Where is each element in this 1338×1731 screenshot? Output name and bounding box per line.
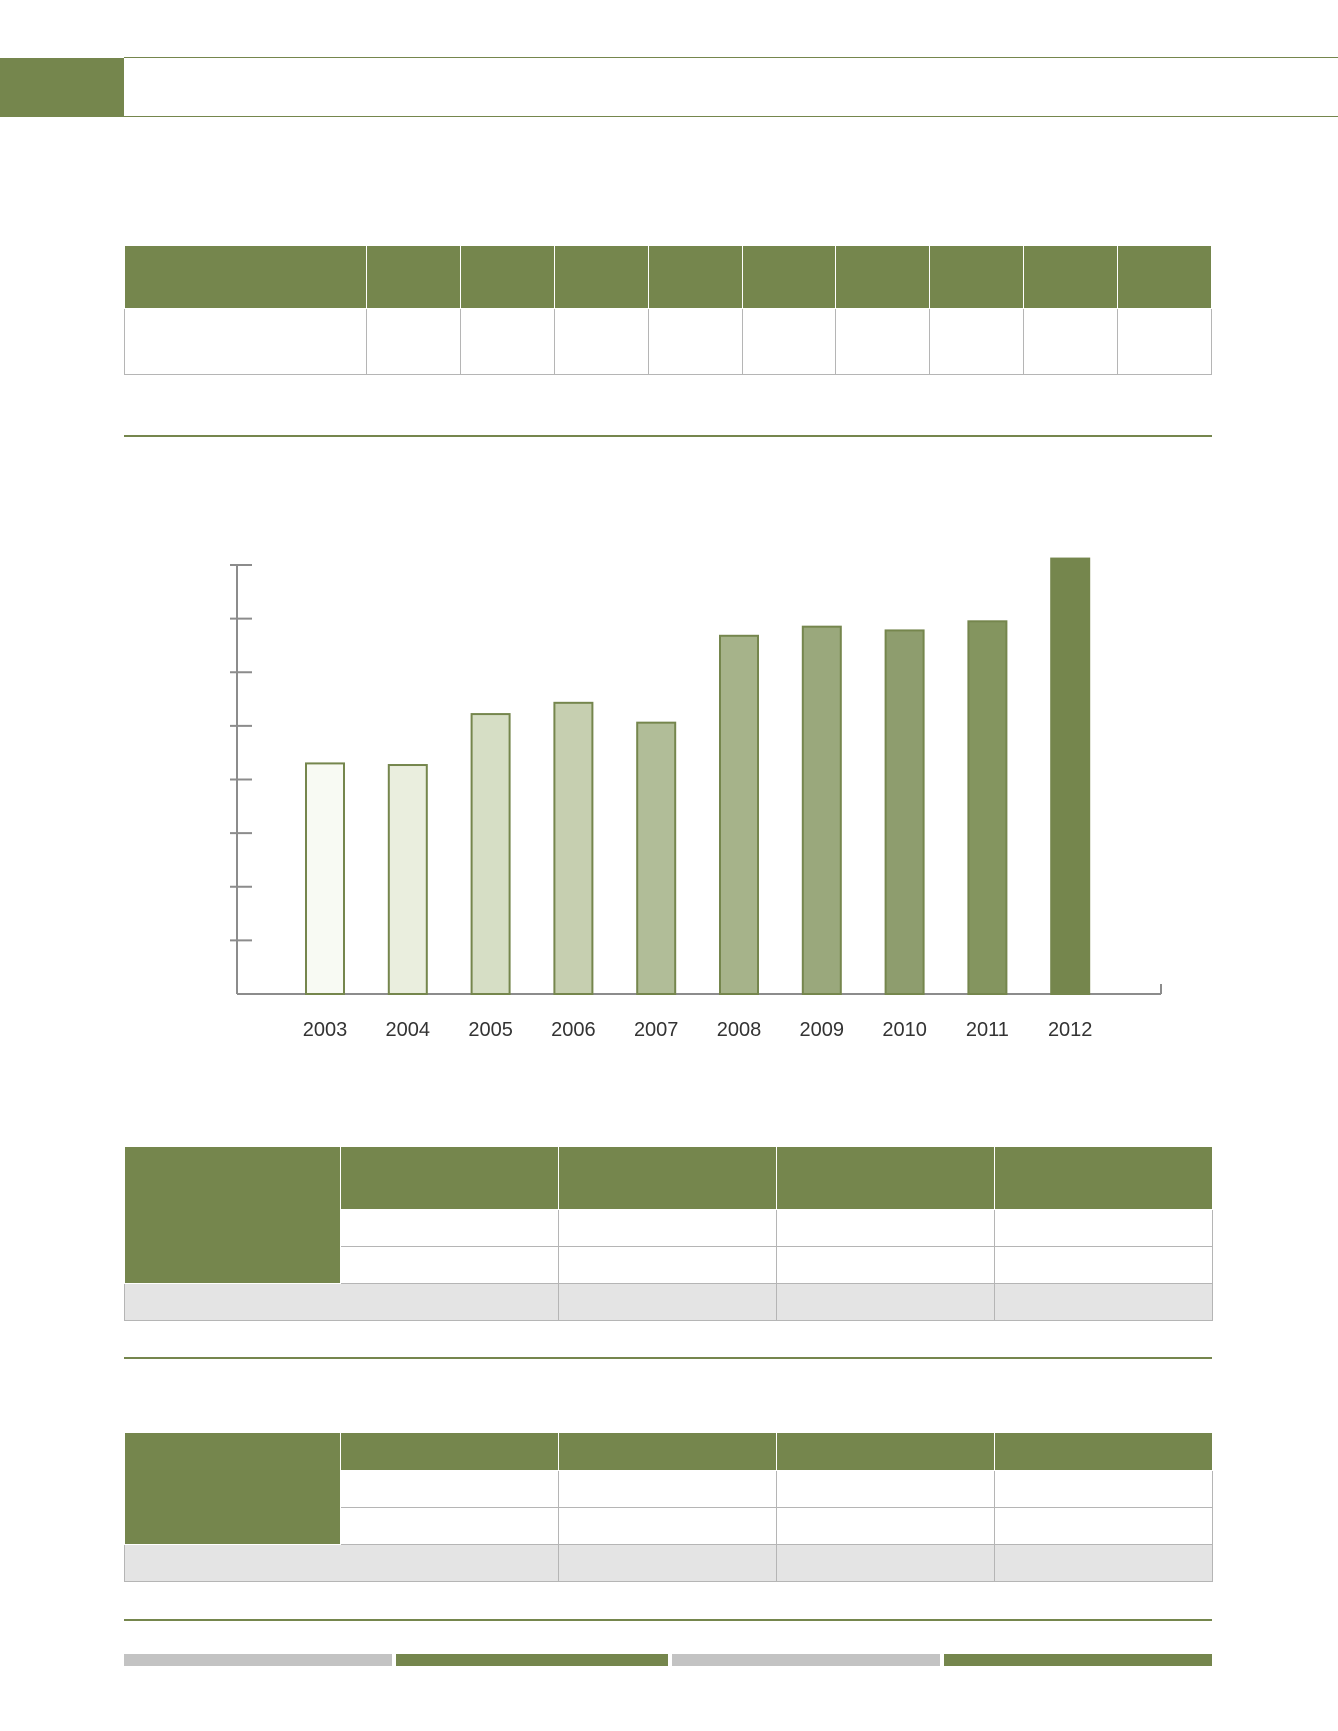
table-cell xyxy=(994,1470,1213,1508)
x-tick-label: 2005 xyxy=(468,1019,513,1041)
x-tick-label: 2012 xyxy=(1048,1019,1093,1041)
table-cell xyxy=(124,1283,559,1321)
table-header-cell xyxy=(1117,245,1212,309)
table-header-cell xyxy=(835,245,931,309)
table-cell xyxy=(1117,308,1212,375)
table-total-row xyxy=(124,1544,1213,1582)
chart-axes xyxy=(230,564,1162,995)
bar-2012 xyxy=(1050,557,1091,995)
x-tick-label: 2010 xyxy=(882,1019,927,1041)
table-cell xyxy=(558,1544,777,1582)
table-header-cell xyxy=(1023,245,1119,309)
table-cell xyxy=(929,308,1025,375)
table-cell xyxy=(558,1470,777,1508)
footer-bar-2 xyxy=(396,1654,668,1666)
x-tick-label: 2006 xyxy=(551,1019,596,1041)
table-cell xyxy=(776,1209,995,1247)
table-header-cell xyxy=(558,1146,777,1210)
table-cell xyxy=(366,308,461,375)
table-header-cell xyxy=(366,245,461,309)
footer-bar-4 xyxy=(944,1654,1212,1666)
table-cell xyxy=(835,308,931,375)
table-header-cell xyxy=(994,1432,1213,1471)
header-bottom-rule xyxy=(124,116,1338,117)
x-tick-label: 2009 xyxy=(800,1019,845,1041)
table-annual-summary xyxy=(123,245,1212,375)
table-header-row xyxy=(124,1146,1213,1284)
table-row-header-cell xyxy=(124,1432,341,1545)
bar-2010 xyxy=(884,629,925,995)
table-cell xyxy=(558,1507,777,1545)
bar-2008 xyxy=(719,634,759,995)
x-tick-label: 2003 xyxy=(303,1019,348,1041)
table-cell xyxy=(741,308,837,375)
table-row xyxy=(125,1246,1213,1284)
table-header-cell xyxy=(340,1146,559,1210)
table-cell xyxy=(994,1246,1213,1284)
table-breakdown-2 xyxy=(124,1432,1213,1582)
table-cell xyxy=(123,308,368,375)
x-tick-label: 2007 xyxy=(634,1019,679,1041)
chart-x-labels: 2003 2004 2005 2006 2007 2008 2009 2010 2011 2012 xyxy=(303,1019,1093,1041)
section-rule xyxy=(124,1619,1212,1621)
table-header-cell xyxy=(553,245,649,309)
x-tick-label: 2004 xyxy=(386,1019,431,1041)
table-cell xyxy=(558,1209,777,1247)
table-cell xyxy=(459,308,555,375)
table-cell xyxy=(776,1246,995,1284)
bar-2004 xyxy=(387,764,428,995)
table-cell xyxy=(776,1470,995,1508)
footer-bar-1 xyxy=(124,1654,392,1666)
table-header-cell xyxy=(558,1432,777,1471)
table-header-cell xyxy=(741,245,837,309)
table-cell xyxy=(776,1283,995,1321)
bar-chart: 2003 2004 2005 2006 2007 2008 2009 2010 2011 2012 xyxy=(230,557,1162,1041)
table-cell xyxy=(553,308,649,375)
table-header-cell xyxy=(340,1432,559,1471)
table-cell xyxy=(558,1246,777,1284)
x-tick-label: 2008 xyxy=(717,1019,762,1041)
header-top-rule xyxy=(124,57,1338,58)
table-cell xyxy=(340,1507,559,1545)
table-cell xyxy=(994,1544,1213,1582)
x-tick-label: 2011 xyxy=(966,1019,1009,1041)
section-rule xyxy=(124,1357,1212,1359)
bar-2011 xyxy=(967,620,1008,996)
chart-bars xyxy=(305,557,1091,996)
table-breakdown-1 xyxy=(124,1146,1213,1321)
table-cell xyxy=(340,1209,559,1247)
table-cell xyxy=(994,1283,1213,1321)
table-cell xyxy=(124,1544,559,1582)
header-block xyxy=(0,58,124,117)
table-cell xyxy=(1023,308,1119,375)
table-cell xyxy=(776,1544,995,1582)
footer-bar-3 xyxy=(672,1654,940,1666)
table-header-cell xyxy=(776,1146,995,1210)
section-rule xyxy=(124,435,1212,437)
bar-2007 xyxy=(636,721,677,995)
bar-2003 xyxy=(305,762,345,995)
table-cell xyxy=(340,1246,559,1284)
bar-2005 xyxy=(470,713,511,995)
table-header-cell xyxy=(123,245,368,309)
table-cell xyxy=(340,1470,559,1508)
table-header-cell xyxy=(647,245,743,309)
table-header-cell xyxy=(776,1432,995,1471)
table-cell xyxy=(558,1283,777,1321)
table-header-row xyxy=(124,1432,1213,1545)
bar-2006 xyxy=(553,701,594,995)
table-row-header-cell xyxy=(124,1146,341,1284)
table-cell xyxy=(994,1209,1213,1247)
table-total-row xyxy=(124,1283,1213,1321)
table-cell xyxy=(994,1507,1213,1545)
table-header-row xyxy=(123,245,1212,309)
table-header-cell xyxy=(994,1146,1213,1210)
table-header-cell xyxy=(929,245,1025,309)
table-cell xyxy=(776,1507,995,1545)
bar-2009 xyxy=(801,625,842,995)
table-row xyxy=(123,308,1212,375)
table-row xyxy=(125,1470,1213,1508)
